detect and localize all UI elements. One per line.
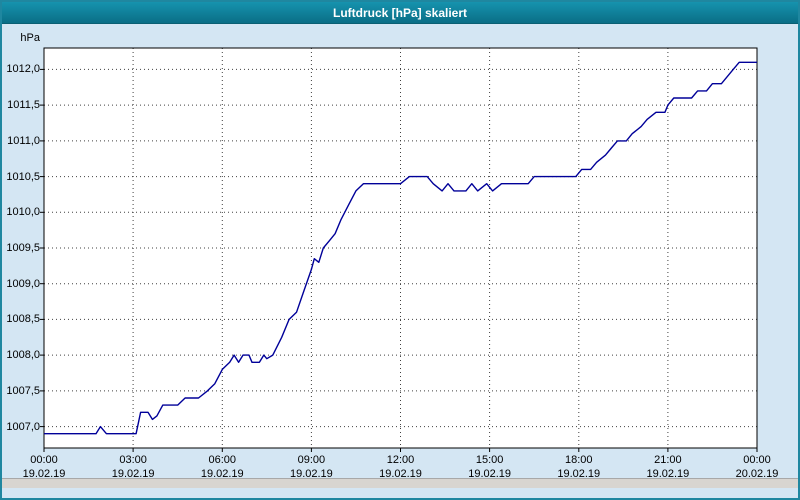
x-axis-date-label: 19.02.19 [289,468,333,480]
x-axis-time-label: 06:00 [208,454,237,466]
y-axis-tick-label: 1007,0 [6,420,40,433]
x-axis-time-label: 00:00 [743,454,771,466]
y-axis-tick-label: 1007,5 [6,384,40,397]
x-axis-time-label: 00:00 [30,454,58,466]
y-axis-unit-label: hPa [20,32,40,44]
horizontal-scrollbar[interactable] [2,478,798,488]
y-axis-tick-label: 1010,5 [6,170,40,183]
y-axis-tick-label: 1011,0 [7,134,40,147]
y-axis-tick-label: 1011,5 [7,99,40,112]
x-axis-time-label: 12:00 [386,454,415,466]
y-axis-tick-label: 1010,0 [6,206,40,219]
y-axis-tick-label: 1008,5 [6,313,40,326]
y-axis-tick-label: 1009,5 [6,242,40,254]
x-axis-date-label: 19.02.19 [557,468,601,480]
x-axis-time-label: 18:00 [564,454,593,466]
y-axis-tick-label: 1009,0 [6,277,40,290]
x-axis-date-label: 19.02.19 [22,468,66,480]
x-axis-date-label: 19.02.19 [468,468,512,480]
chart-container: hPa 1007,0 1007,5 1008,0 1008,5 1009,0 1009,5… [2,24,798,488]
window-titlebar: Luftdruck [hPa] skaliert [2,2,798,24]
x-axis-time-label: 15:00 [475,454,504,466]
x-axis-date-label: 19.02.19 [200,468,244,480]
x-axis-time-label: 21:00 [654,454,682,466]
y-axis-tick-label: 1008,0 [6,349,40,362]
x-axis-time-label: 09:00 [297,454,326,466]
y-axis-tick-label: 1012,0 [6,63,40,76]
x-axis-date-label: 19.02.19 [646,468,690,480]
x-axis-time-label: 03:00 [119,454,147,466]
window-title: Luftdruck [hPa] skaliert [332,5,468,20]
pressure-line-chart [40,47,758,452]
x-axis-date-label: 19.02.19 [111,468,155,480]
x-axis-date-label: 19.02.19 [379,468,422,480]
x-axis-date-label: 20.02.19 [735,468,779,480]
